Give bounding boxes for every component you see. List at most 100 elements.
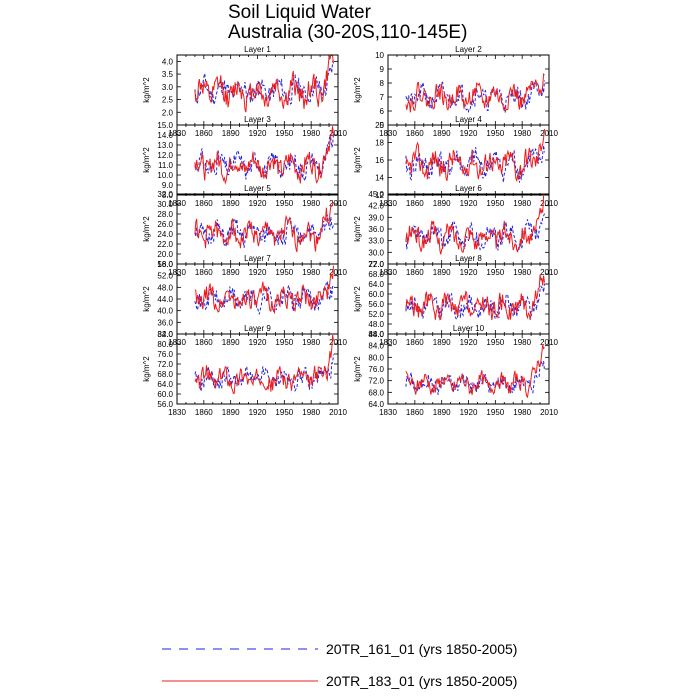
- y-tick-label: 11.0: [158, 161, 174, 170]
- x-tick-label: 1890: [433, 338, 451, 347]
- x-tick-label: 1950: [275, 268, 293, 277]
- x-tick-label: 1890: [222, 408, 240, 417]
- y-tick-label: 10: [375, 51, 384, 60]
- panel-title: Layer 8: [455, 254, 482, 263]
- y-tick-label: 72.0: [157, 360, 173, 369]
- y-tick-label: 42.0: [368, 202, 384, 211]
- x-tick-label: 1920: [460, 408, 478, 417]
- y-axis-label: kg/m^2: [353, 356, 362, 382]
- y-tick-label: 68.0: [368, 270, 384, 279]
- x-tick-label: 1920: [249, 268, 267, 277]
- x-tick-label: 1860: [406, 129, 424, 138]
- panel-title: Layer 3: [244, 115, 271, 124]
- x-tick-label: 1890: [222, 338, 240, 347]
- y-tick-label: 10.0: [157, 171, 173, 180]
- series-line-183: [194, 126, 334, 185]
- x-tick-label: 1950: [486, 408, 504, 417]
- x-tick-label: 1920: [249, 199, 267, 208]
- x-tick-label: 1890: [222, 268, 240, 277]
- x-tick-label: 1890: [433, 268, 451, 277]
- x-tick-label: 1980: [302, 199, 320, 208]
- x-tick-label: 1980: [513, 268, 531, 277]
- y-tick-label: 64.0: [368, 280, 384, 289]
- y-tick-label: 36.0: [157, 318, 173, 327]
- series-line-183: [194, 334, 334, 394]
- y-tick-label: 80.0: [157, 340, 173, 349]
- panel-layer-9: Layer 9 kg/m^2 1830 1860 1890 1920 1950 1980 201…: [142, 324, 347, 417]
- x-tick-label: 2010: [540, 408, 558, 417]
- x-tick-label: 1860: [406, 338, 424, 347]
- x-tick-label: 1920: [460, 268, 478, 277]
- series-line-183: [405, 193, 545, 255]
- y-tick-label: 36.0: [368, 225, 384, 234]
- panel-title: Layer 1: [244, 45, 271, 54]
- series-line-183: [405, 72, 545, 113]
- y-tick-label: 5: [380, 121, 385, 130]
- x-tick-label: 1860: [195, 199, 213, 208]
- panel-title: Layer 9: [244, 324, 271, 333]
- y-axis-label: kg/m^2: [142, 286, 151, 312]
- y-tick-label: 64.0: [157, 380, 173, 389]
- series-line-183: [194, 265, 334, 315]
- y-tick-label: 4.0: [162, 57, 174, 66]
- y-axis-label: kg/m^2: [142, 147, 151, 173]
- y-tick-label: 56.0: [368, 300, 384, 309]
- panel-title: Layer 2: [455, 45, 482, 54]
- y-tick-label: 60.0: [157, 390, 173, 399]
- y-tick-label: 9: [380, 65, 385, 74]
- y-tick-label: 32.0: [157, 190, 173, 199]
- y-tick-label: 18: [375, 139, 384, 148]
- y-tick-label: 30.0: [157, 200, 173, 209]
- x-tick-label: 1920: [249, 338, 267, 347]
- figure-title-line1: Soil Liquid Water: [228, 2, 372, 23]
- y-tick-label: 26.0: [157, 220, 173, 229]
- panel-layer-10: Layer 10 kg/m^2 1830 1860 1890 1920 1950 1980 20…: [353, 324, 558, 417]
- x-tick-label: 1890: [433, 199, 451, 208]
- y-axis-label: kg/m^2: [353, 286, 362, 312]
- series-line-161: [194, 280, 334, 315]
- y-tick-label: 88.0: [368, 330, 384, 339]
- y-tick-label: 13.0: [157, 141, 173, 150]
- x-tick-label: 1890: [222, 129, 240, 138]
- y-tick-label: 52.0: [368, 310, 384, 319]
- legend-label-183: 20TR_183_01 (yrs 1850-2005): [326, 673, 517, 689]
- y-tick-label: 20: [375, 121, 384, 130]
- series-line-183: [405, 128, 545, 183]
- y-tick-label: 8: [380, 79, 385, 88]
- y-tick-label: 3.5: [162, 70, 174, 79]
- y-tick-label: 6: [380, 107, 385, 116]
- y-tick-label: 22.0: [157, 240, 173, 249]
- y-tick-label: 33.0: [368, 237, 384, 246]
- y-tick-label: 20.0: [157, 250, 173, 259]
- y-axis-label: kg/m^2: [353, 147, 362, 173]
- series-line-183: [405, 274, 545, 321]
- x-tick-label: 1980: [513, 199, 531, 208]
- y-tick-label: 9.0: [162, 181, 174, 190]
- legend-label-161: 20TR_161_01 (yrs 1850-2005): [326, 641, 517, 657]
- y-tick-label: 15.0: [157, 121, 173, 130]
- y-tick-label: 68.0: [368, 388, 384, 397]
- x-tick-label: 1860: [195, 408, 213, 417]
- series-line-183: [194, 54, 334, 113]
- x-tick-label: 1950: [486, 199, 504, 208]
- y-tick-label: 56.0: [157, 400, 173, 409]
- x-tick-label: 1860: [406, 268, 424, 277]
- y-tick-label: 45.0: [368, 190, 384, 199]
- y-tick-label: 16: [375, 156, 384, 165]
- series-line-161: [194, 133, 334, 183]
- y-tick-label: 44.0: [157, 295, 173, 304]
- x-tick-label: 1920: [249, 129, 267, 138]
- x-tick-label: 1950: [275, 338, 293, 347]
- y-axis-label: kg/m^2: [142, 356, 151, 382]
- y-tick-label: 68.0: [157, 370, 173, 379]
- y-tick-label: 72.0: [368, 260, 384, 269]
- y-tick-label: 40.0: [157, 307, 173, 316]
- y-tick-label: 64.0: [368, 400, 384, 409]
- x-tick-label: 1950: [486, 338, 504, 347]
- x-tick-label: 1950: [486, 268, 504, 277]
- x-tick-label: 1950: [275, 199, 293, 208]
- series-line-183: [405, 344, 545, 399]
